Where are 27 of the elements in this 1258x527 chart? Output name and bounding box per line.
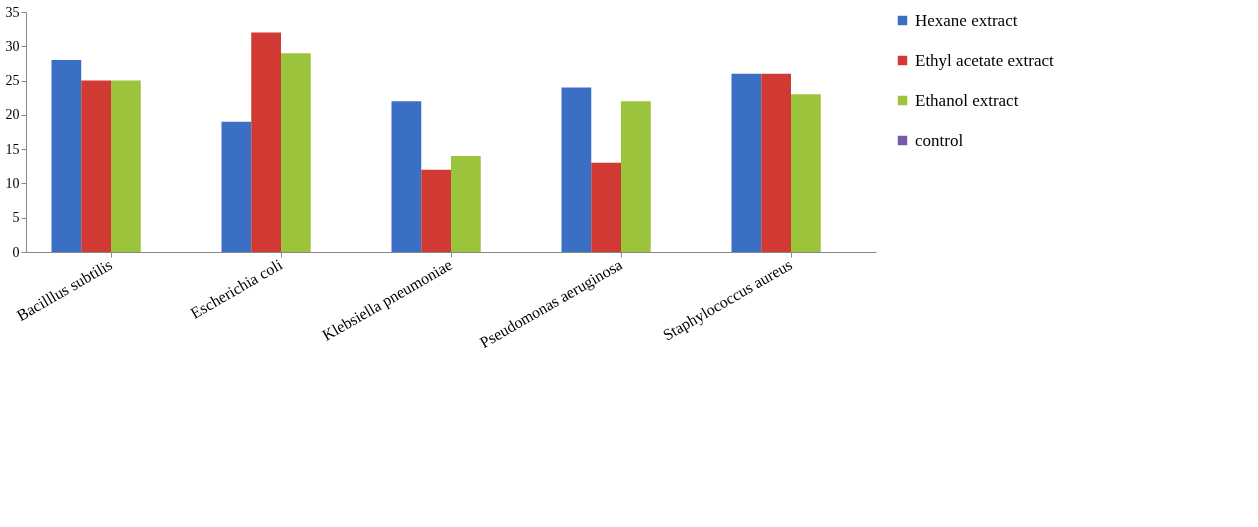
bar (591, 162, 621, 252)
bar (621, 101, 651, 252)
bar (421, 169, 451, 252)
legend-label: Ethanol extract (915, 90, 1019, 110)
bar (561, 87, 592, 252)
bar (391, 101, 422, 252)
bar (81, 80, 111, 252)
bar (251, 32, 281, 252)
legend-label: control (915, 130, 964, 150)
bar (731, 73, 762, 252)
y-tick-label: 30 (5, 38, 20, 54)
bar (451, 156, 481, 252)
y-tick-label: 15 (5, 141, 20, 157)
legend-label: Ethyl acetate extract (915, 50, 1055, 70)
bar (51, 60, 82, 252)
bar (281, 53, 311, 252)
legend-label: Hexane extract (915, 10, 1018, 30)
y-tick-label: 0 (12, 244, 20, 260)
bar (111, 80, 141, 252)
bar (791, 94, 821, 252)
bar (221, 121, 252, 252)
y-tick-label: 5 (12, 210, 20, 226)
y-tick-label: 25 (5, 73, 20, 89)
y-tick-label: 35 (5, 4, 20, 20)
y-tick-label: 10 (5, 175, 20, 191)
bar (761, 73, 791, 252)
y-tick-label: 20 (5, 107, 20, 123)
